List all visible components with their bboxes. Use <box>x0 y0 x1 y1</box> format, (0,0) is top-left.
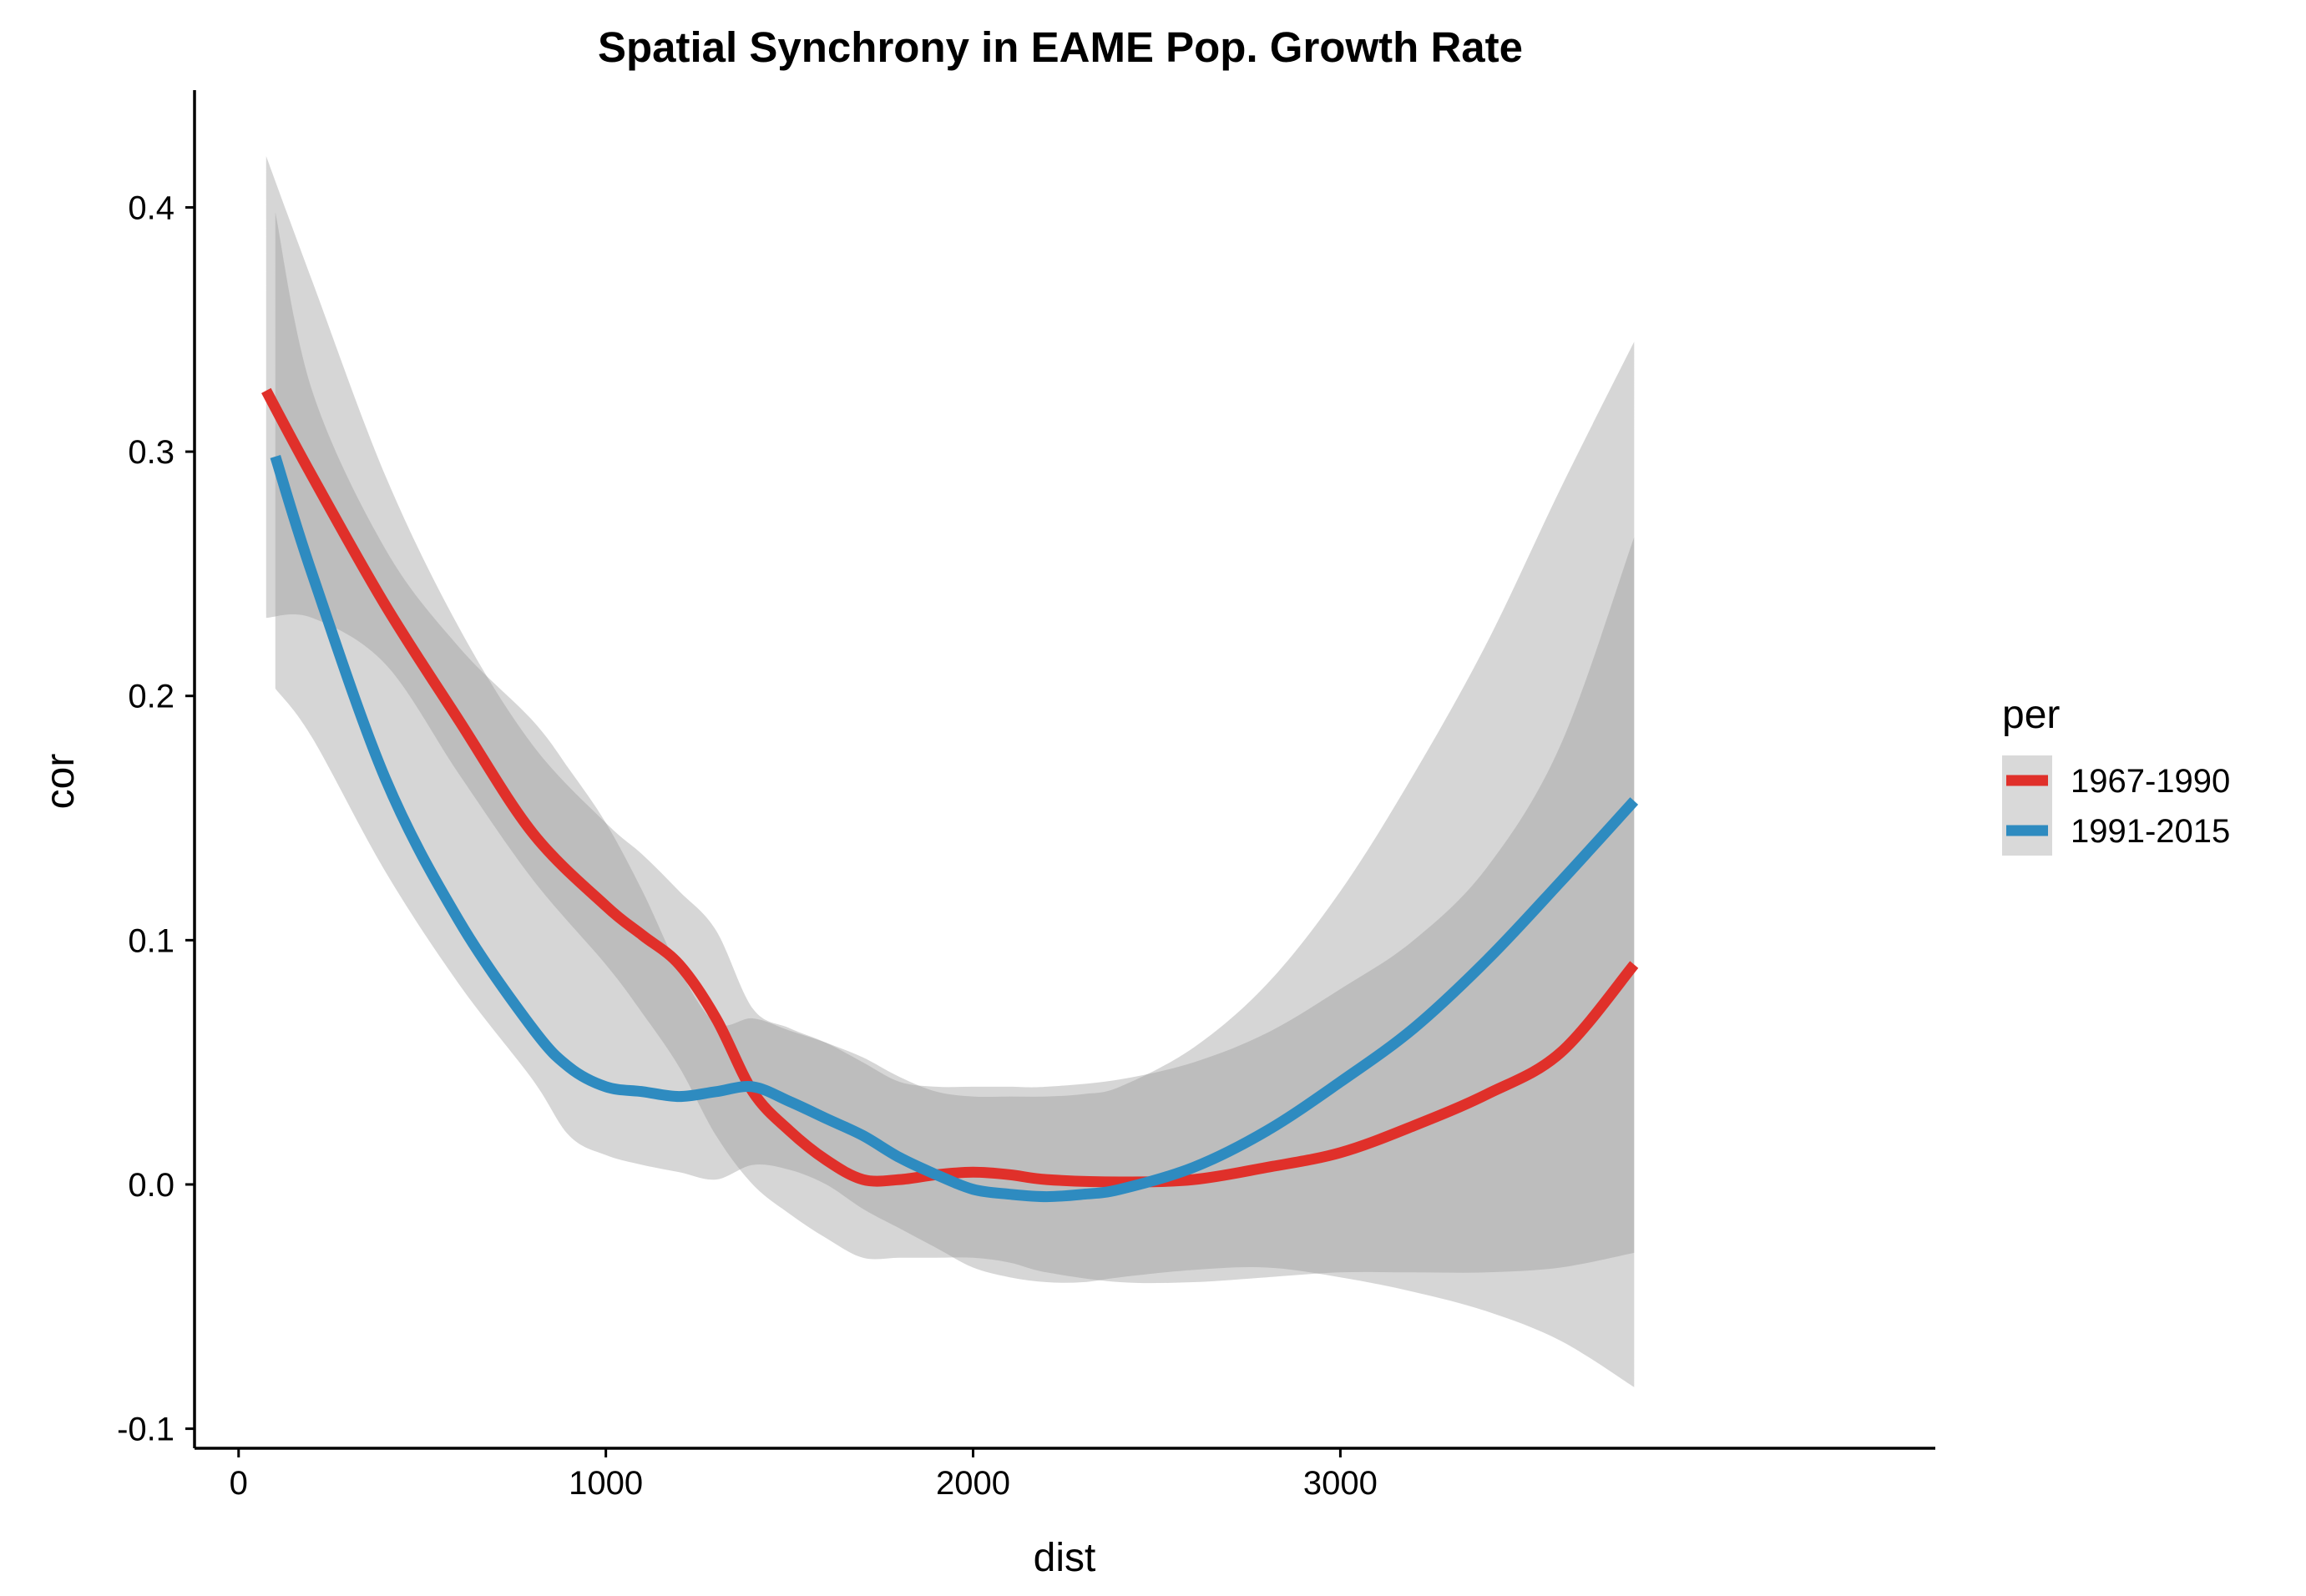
y-tick-label: 0.4 <box>128 189 174 226</box>
series-line-2 <box>270 454 1639 1203</box>
y-tick-label: -0.1 <box>117 1412 174 1448</box>
x-ticks: 0 1000 2000 3000 <box>230 1448 1378 1502</box>
y-tick-label: 0.0 <box>128 1167 174 1204</box>
confidence-band-series-1 <box>265 156 1635 1284</box>
axes <box>193 90 1935 1450</box>
y-tick-label: 0.2 <box>128 679 174 715</box>
x-tick-label: 2000 <box>936 1465 1010 1502</box>
y-ticks: -0.1 0.0 0.1 0.2 0.3 0.4 <box>117 189 195 1448</box>
chart-title: Spatial Synchrony in EAME Pop. Growth Ra… <box>598 23 1523 71</box>
legend-label: 1967-1990 <box>2071 763 2230 800</box>
y-axis-title: cor <box>38 754 83 810</box>
x-axis-title: dist <box>1034 1536 1096 1580</box>
y-tick-label: 0.3 <box>128 434 174 471</box>
y-tick-label: 0.1 <box>128 922 174 959</box>
series-lines <box>261 387 1639 1203</box>
legend-label: 1991-2015 <box>2071 813 2230 850</box>
x-tick-label: 1000 <box>569 1465 643 1502</box>
series-line-1 <box>261 387 1639 1188</box>
legend-title: per <box>2002 693 2060 737</box>
x-tick-label: 0 <box>230 1465 248 1502</box>
x-tick-label: 3000 <box>1303 1465 1378 1502</box>
legend: per 1967-1990 1991-2015 <box>2002 693 2230 856</box>
